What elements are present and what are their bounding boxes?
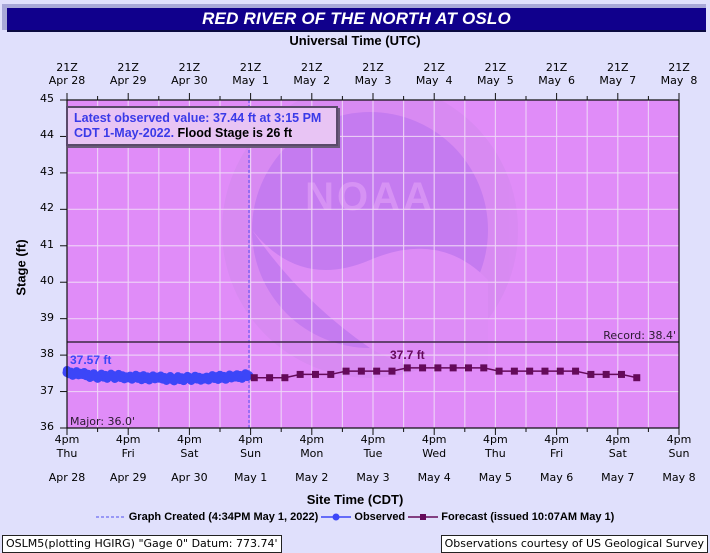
bottom-tick-label: 4pm Fri xyxy=(115,433,141,460)
bottom-date-label: May 6 xyxy=(539,471,574,484)
top-tick-label: 21Z Apr 28 xyxy=(48,61,86,87)
legend-forecast: Forecast (issued 10:07AM May 1) xyxy=(441,511,615,524)
latest-observation-box: Latest observed value: 37.44 ft at 3:15 … xyxy=(66,106,338,146)
top-tick-label: 21Z Apr 30 xyxy=(171,61,208,87)
bottom-tick-label: 4pm Sat xyxy=(605,433,631,460)
top-tick-label: 21Z Apr 29 xyxy=(109,61,147,87)
y-tick-label: 36 xyxy=(40,420,54,433)
top-tick-label: 21Z May 4 xyxy=(415,61,453,87)
bottom-date-label: Apr 29 xyxy=(109,471,147,484)
svg-text:NOAA: NOAA xyxy=(305,175,435,219)
observed-series xyxy=(62,366,254,386)
top-axis-title: Universal Time (UTC) xyxy=(289,33,421,48)
y-tick-label: 41 xyxy=(40,237,54,251)
legend: Graph Created (4:34PM May 1, 2022) Obser… xyxy=(0,511,710,523)
top-tick-label: 21Z May 8 xyxy=(660,61,698,87)
legend-graph-created: Graph Created (4:34PM May 1, 2022) xyxy=(128,511,319,524)
bottom-date-label: May 4 xyxy=(417,471,451,484)
bottom-date-label: May 7 xyxy=(601,471,635,484)
usgs-credit: Observations courtesy of US Geological S… xyxy=(440,535,708,553)
bottom-tick-label: 4pm Tue xyxy=(360,433,386,460)
y-tick-label: 39 xyxy=(40,310,54,324)
y-tick-label: 40 xyxy=(40,274,54,288)
y-tick-label: 45 xyxy=(40,92,54,105)
bottom-axis-title: Site Time (CDT) xyxy=(306,492,404,507)
flood-stage-text: Flood Stage is 26 ft xyxy=(174,126,293,140)
bottom-tick-label: 4pm Mon xyxy=(299,433,325,460)
bottom-tick-label: 4pm Sun xyxy=(238,433,263,460)
datum-info: OSLM5(plotting HGIRG) "Gage 0" Datum: 77… xyxy=(2,535,282,553)
bottom-date-label: Apr 30 xyxy=(171,471,208,484)
bottom-tick-label: 4pm Sat xyxy=(177,433,202,460)
bottom-tick-label: 4pm Thu xyxy=(483,433,508,460)
top-tick-label: 21Z May 2 xyxy=(293,61,331,87)
forecast-peak-label: 37.7 ft xyxy=(390,348,425,362)
record-label: Record: 38.4' xyxy=(603,329,676,342)
bottom-tick-label: 4pm Fri xyxy=(544,433,569,460)
bottom-date-label: May 2 xyxy=(295,471,329,484)
title-bar: RED RIVER OF THE NORTH AT OSLO xyxy=(2,4,706,32)
y-axis-title: Stage (ft) xyxy=(13,239,29,296)
bottom-tick-label: 4pm Wed xyxy=(421,433,447,460)
legend-observed: Observed xyxy=(354,511,406,524)
observed-marker-icon xyxy=(321,513,352,521)
bottom-date-label: Apr 28 xyxy=(48,471,86,484)
major-label: Major: 36.0' xyxy=(70,415,135,428)
y-tick-label: 44 xyxy=(40,128,54,142)
forecast-marker-icon xyxy=(408,514,439,521)
latest-value-text: Latest observed value: 37.44 ft at 3:15 … xyxy=(74,111,322,125)
y-tick-label: 43 xyxy=(40,164,54,178)
bottom-date-label: May 3 xyxy=(356,471,390,484)
bottom-date-label: May 5 xyxy=(478,471,513,484)
forecast-series xyxy=(250,364,641,382)
top-tick-label: 21Z May 6 xyxy=(538,61,575,87)
noaa-watermark-icon: NOAA xyxy=(222,100,518,378)
y-tick-label: 38 xyxy=(40,347,54,361)
title-banner: RED RIVER OF THE NORTH AT OSLO xyxy=(7,8,706,32)
axis-tick-marks xyxy=(60,93,680,435)
bottom-tick-label: 4pm Sun xyxy=(666,433,692,460)
top-tick-label: 21Z May 7 xyxy=(599,61,637,87)
y-tick-label: 37 xyxy=(40,383,54,397)
bottom-date-label: May 8 xyxy=(662,471,696,484)
bottom-tick-label: 4pm Thu xyxy=(54,433,80,460)
y-tick-label: 42 xyxy=(40,201,54,215)
top-tick-label: 21Z May 1 xyxy=(232,61,269,87)
bottom-date-label: May 1 xyxy=(233,471,268,484)
top-tick-label: 21Z May 5 xyxy=(477,61,514,87)
observed-peak-label: 37.57 ft xyxy=(70,353,111,367)
top-tick-label: 21Z May 3 xyxy=(354,61,392,87)
dashed-line-icon xyxy=(95,516,124,518)
latest-date-text: CDT 1-May-2022. xyxy=(74,126,175,140)
chart-title: RED RIVER OF THE NORTH AT OSLO xyxy=(202,9,511,28)
